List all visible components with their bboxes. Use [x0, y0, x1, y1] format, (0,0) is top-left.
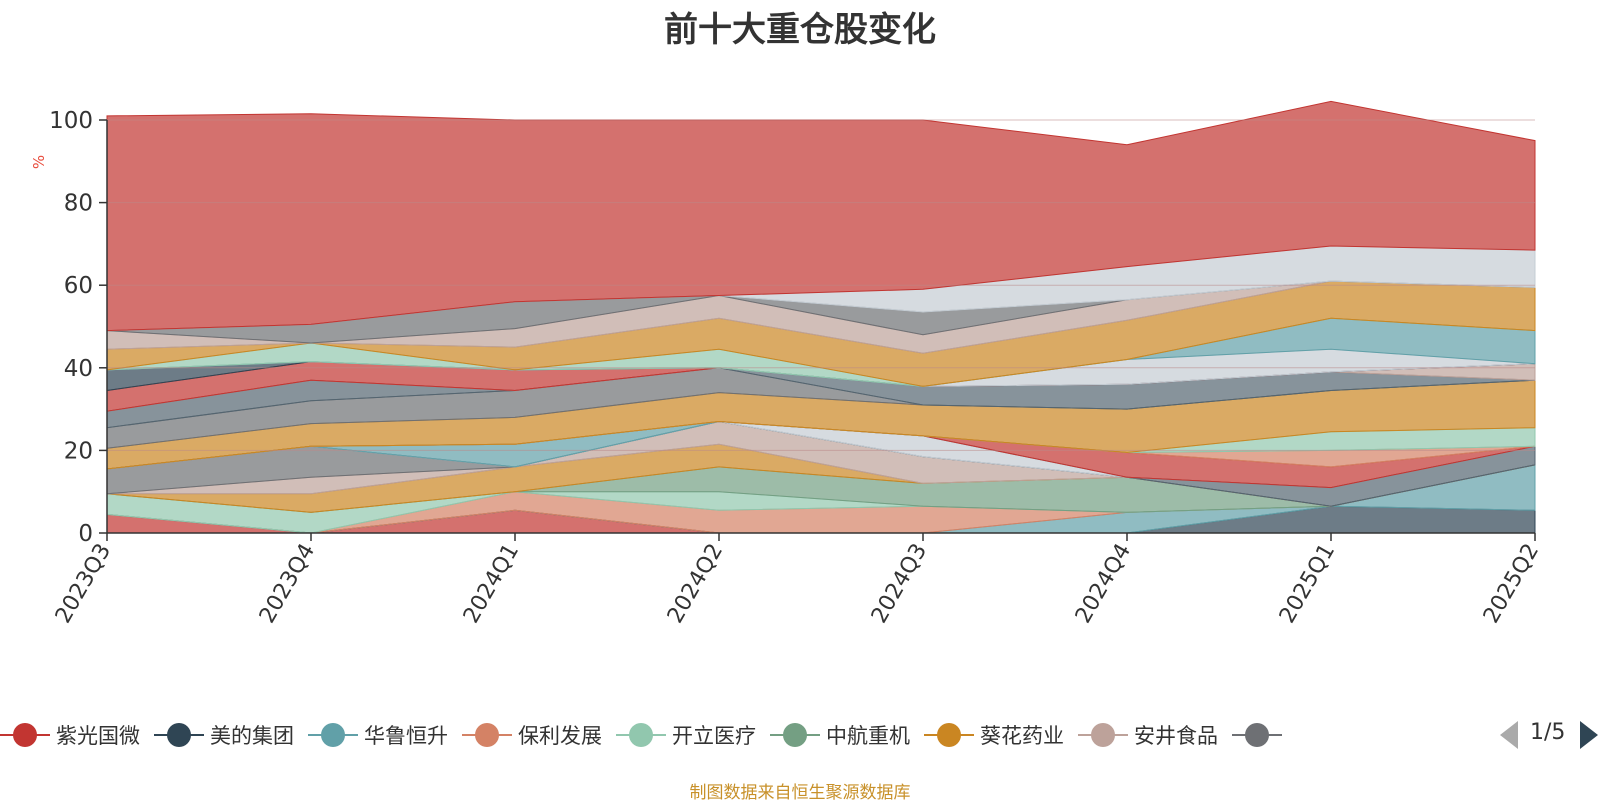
y-axis-label: %: [30, 155, 48, 169]
x-tick-label: 2024Q2: [663, 540, 728, 628]
legend-label: 葵花药业: [980, 724, 1064, 748]
stacked-area-chart: 0 20 40 60 80 100% 2023Q3 2023Q4 2024Q1 2024Q2 202…: [30, 100, 1544, 628]
legend-pager: 1/5: [1496, 718, 1600, 752]
legend-label: 安井食品: [1134, 724, 1218, 748]
legend-marker-icon: [1232, 722, 1282, 748]
legend-label: 开立医疗: [672, 724, 756, 748]
y-tick-label: 100: [49, 108, 93, 134]
x-tick-label: 2025Q1: [1275, 540, 1340, 628]
legend-label: 美的集团: [210, 724, 294, 748]
legend-item[interactable]: 华鲁恒升: [308, 718, 448, 752]
x-tick-label: 2023Q3: [51, 540, 116, 628]
legend-label: 华鲁恒升: [364, 724, 448, 748]
x-tick-label: 2024Q1: [459, 540, 524, 628]
legend-prev-arrow-icon[interactable]: [1500, 721, 1518, 749]
y-tick-label: 60: [64, 273, 93, 299]
legend-marker-icon: [308, 722, 358, 748]
legend-marker-icon: [616, 722, 666, 748]
chart-title: 前十大重仓股变化: [664, 10, 936, 50]
y-tick-label: 80: [64, 191, 93, 217]
legend-page-indicator: 1/5: [1530, 720, 1566, 745]
y-tick-label: 40: [64, 356, 93, 382]
legend-item[interactable]: 葵花药业: [924, 718, 1064, 752]
legend-marker-icon: [924, 722, 974, 748]
y-tick-label: 20: [64, 438, 93, 464]
legend-marker-icon: [1078, 722, 1128, 748]
data-source-note: 制图数据来自恒生聚源数据库: [689, 783, 911, 803]
legend-item[interactable]: 中航重机: [770, 718, 910, 752]
y-tick-label: 0: [78, 521, 93, 547]
legend-next-arrow-icon[interactable]: [1580, 721, 1598, 749]
legend-marker-icon: [462, 722, 512, 748]
legend-marker-icon: [154, 722, 204, 748]
legend-item[interactable]: 开立医疗: [616, 718, 756, 752]
legend-item[interactable]: [1232, 718, 1288, 752]
legend-marker-icon: [0, 722, 50, 748]
legend-item[interactable]: 安井食品: [1078, 718, 1218, 752]
x-tick-label: 2024Q3: [867, 540, 932, 628]
legend-item[interactable]: 美的集团: [154, 718, 294, 752]
x-tick-label: 2024Q4: [1071, 540, 1136, 628]
legend-items: 紫光国微 美的集团 华鲁恒升 保利发展 开立医疗 中航重机 葵花药业 安井食品: [0, 718, 1482, 752]
legend-label: 紫光国微: [56, 724, 140, 748]
legend-label: 中航重机: [826, 724, 910, 748]
legend: 紫光国微 美的集团 华鲁恒升 保利发展 开立医疗 中航重机 葵花药业 安井食品 1/5: [0, 718, 1600, 752]
legend-marker-icon: [770, 722, 820, 748]
x-tick-label: 2025Q2: [1479, 540, 1544, 628]
legend-item[interactable]: 紫光国微: [0, 718, 140, 752]
legend-item[interactable]: 保利发展: [462, 718, 602, 752]
legend-label: 保利发展: [518, 724, 602, 748]
x-tick-label: 2023Q4: [255, 540, 320, 628]
